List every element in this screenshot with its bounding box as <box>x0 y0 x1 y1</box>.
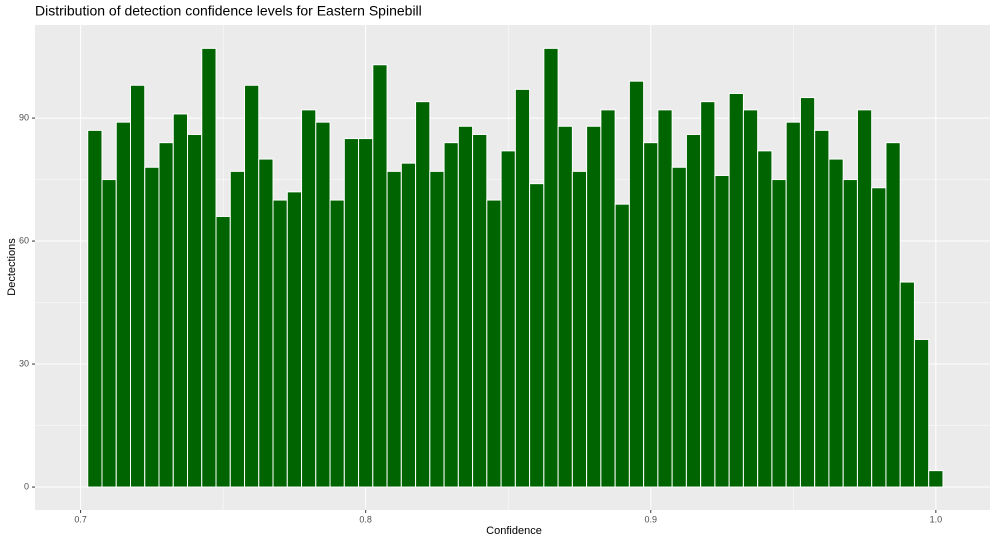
bar <box>115 121 132 488</box>
x-tick-label: 0.9 <box>645 514 658 524</box>
bar <box>201 47 217 488</box>
bar <box>358 138 374 488</box>
x-tick-label: 0.7 <box>74 514 87 524</box>
bar <box>899 281 915 488</box>
bar <box>457 125 474 488</box>
bar <box>329 199 345 488</box>
bar <box>229 170 246 488</box>
bar <box>885 142 901 488</box>
bar <box>586 125 602 488</box>
bar <box>514 88 531 488</box>
bar <box>628 80 645 488</box>
chart-title: Distribution of detection confidence lev… <box>35 3 422 19</box>
bar <box>486 199 502 488</box>
bar <box>799 97 816 488</box>
bar <box>828 158 844 488</box>
bar <box>130 84 146 488</box>
bar <box>244 84 260 488</box>
bar <box>871 187 887 488</box>
bar <box>685 133 702 488</box>
x-tick-label: 0.8 <box>359 514 372 524</box>
bar <box>771 179 787 488</box>
bar <box>600 109 616 488</box>
bar <box>928 470 944 488</box>
bar <box>272 199 288 488</box>
bar <box>785 121 801 488</box>
bar <box>215 215 231 488</box>
bar <box>101 179 117 488</box>
bar <box>728 92 744 488</box>
bar <box>286 191 303 488</box>
bar <box>657 109 673 488</box>
bar <box>144 166 160 488</box>
bar <box>742 109 759 488</box>
bar <box>400 162 417 488</box>
bar <box>543 47 559 488</box>
bar <box>814 129 830 488</box>
y-axis-label: Dectections <box>6 238 18 296</box>
bar <box>856 109 873 488</box>
y-tick-label: 90 <box>19 112 29 122</box>
bar <box>671 166 687 488</box>
bar <box>343 138 360 488</box>
bar <box>415 101 431 488</box>
bar <box>643 142 659 488</box>
bar <box>557 125 573 488</box>
y-tick-label: 0 <box>24 481 29 491</box>
bar <box>714 174 730 488</box>
bar <box>443 142 459 488</box>
bar <box>158 142 174 488</box>
x-axis-label: Confidence <box>486 525 542 537</box>
bar <box>429 170 445 488</box>
bar <box>472 133 488 488</box>
bar <box>700 101 716 488</box>
bar <box>87 129 103 488</box>
bar <box>172 113 189 488</box>
bar <box>386 170 402 488</box>
bar <box>315 121 331 488</box>
bar <box>372 64 388 488</box>
bar <box>614 203 630 488</box>
bar <box>913 338 930 488</box>
bar <box>301 109 317 488</box>
bar <box>571 170 588 488</box>
x-tick-label: 1.0 <box>930 514 943 524</box>
y-tick-label: 60 <box>19 235 29 245</box>
bar <box>757 150 773 488</box>
bar <box>842 179 858 488</box>
bar <box>187 133 203 488</box>
bar <box>500 150 516 488</box>
bar <box>258 158 274 488</box>
y-tick-label: 30 <box>19 358 29 368</box>
bar <box>529 183 545 488</box>
